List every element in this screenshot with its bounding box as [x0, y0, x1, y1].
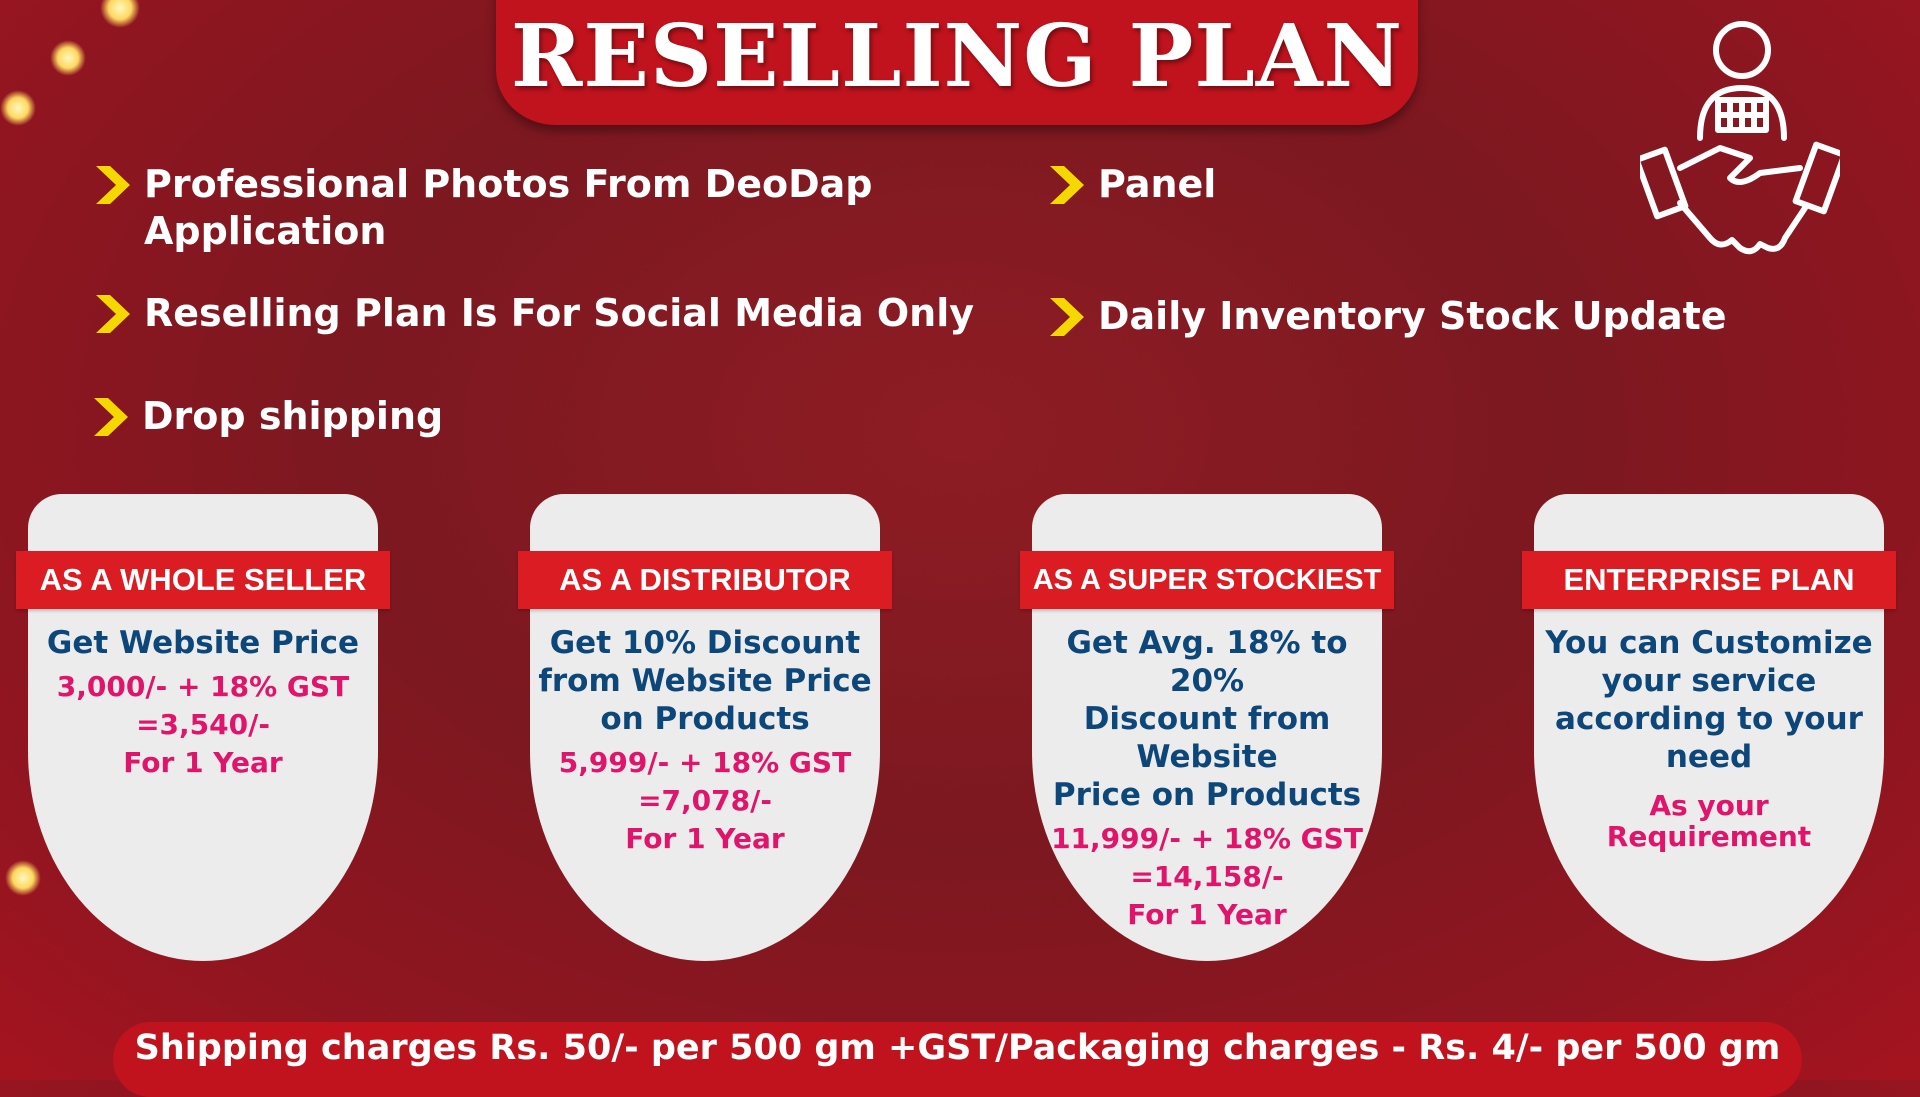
feature-item: Drop shipping: [92, 393, 443, 440]
plan-desc: your service: [1601, 663, 1817, 699]
handshake-icon: [1640, 21, 1840, 255]
plan-price-total: =7,078/-: [638, 784, 772, 817]
plan-name: AS A WHOLE SELLER: [16, 551, 390, 609]
plan-desc: Discount from: [1083, 701, 1331, 737]
plan-desc: Website: [1136, 739, 1278, 775]
title-banner: RESELLING PLAN: [496, 0, 1418, 125]
plan-card-enterprise: ENTERPRISE PLAN You can Customize your s…: [1522, 494, 1896, 961]
plan-card-distributor: AS A DISTRIBUTOR Get 10% Discount from W…: [518, 494, 892, 961]
plan-card-whole-seller: AS A WHOLE SELLER Get Website Price 3,00…: [16, 494, 390, 961]
page-title: RESELLING PLAN: [510, 6, 1404, 107]
plan-desc: Get Website Price: [46, 625, 360, 661]
plan-desc: Price on Products: [1052, 777, 1362, 813]
feature-text: Reselling Plan Is For Social Media Only: [144, 291, 975, 335]
decor-light: [50, 40, 86, 76]
plan-price-total: =14,158/-: [1130, 860, 1284, 893]
plan-desc: from Website Price: [538, 663, 872, 699]
feature-text: Panel: [1098, 162, 1217, 206]
plan-desc: need: [1665, 739, 1753, 775]
plan-desc: Get 10% Discount: [549, 625, 861, 661]
feature-text: Professional Photos From DeoDap: [144, 162, 873, 206]
plan-desc: on Products: [600, 701, 810, 737]
plan-desc: You can Customize: [1545, 625, 1873, 661]
feature-item: Professional Photos From DeoDap Applicati…: [94, 161, 872, 255]
plan-price: 5,999/- + 18% GST: [558, 746, 852, 779]
plan-price: 3,000/- + 18% GST: [56, 670, 350, 703]
chevron-right-icon: [96, 166, 130, 204]
plan-duration: For 1 Year: [123, 746, 283, 779]
decor-light: [100, 0, 140, 28]
plan-price: Requirement: [1606, 820, 1812, 853]
chevron-right-icon: [94, 398, 128, 436]
feature-item: Daily Inventory Stock Update: [1048, 293, 1727, 340]
plan-price: As your: [1649, 789, 1769, 822]
chevron-right-icon: [96, 295, 130, 333]
plan-duration: For 1 Year: [625, 822, 785, 855]
plan-name: AS A SUPER STOCKIEST: [1020, 551, 1394, 609]
shipping-charges-banner: Shipping charges Rs. 50/- per 500 gm +GS…: [113, 1022, 1802, 1097]
decor-light: [5, 860, 41, 896]
plan-desc: according to your: [1555, 701, 1863, 737]
shipping-charges-text: Shipping charges Rs. 50/- per 500 gm +GS…: [134, 1028, 1781, 1068]
feature-text: Drop shipping: [142, 394, 444, 438]
chevron-right-icon: [1050, 298, 1084, 336]
chevron-right-icon: [1050, 166, 1084, 204]
plan-card-super-stockiest: AS A SUPER STOCKIEST Get Avg. 18% to 20%…: [1020, 494, 1394, 961]
plan-name: AS A DISTRIBUTOR: [518, 551, 892, 609]
feature-text: Daily Inventory Stock Update: [1098, 294, 1727, 338]
plan-name: ENTERPRISE PLAN: [1522, 551, 1896, 609]
plan-desc: Get Avg. 18% to 20%: [1066, 625, 1348, 699]
plan-price-total: =3,540/-: [136, 708, 270, 741]
plan-duration: For 1 Year: [1127, 898, 1287, 931]
decor-light: [0, 90, 36, 126]
feature-text: Application: [144, 209, 387, 253]
plan-price: 11,999/- + 18% GST: [1051, 822, 1363, 855]
feature-item: Panel: [1048, 161, 1216, 208]
feature-item: Reselling Plan Is For Social Media Only: [94, 290, 974, 337]
